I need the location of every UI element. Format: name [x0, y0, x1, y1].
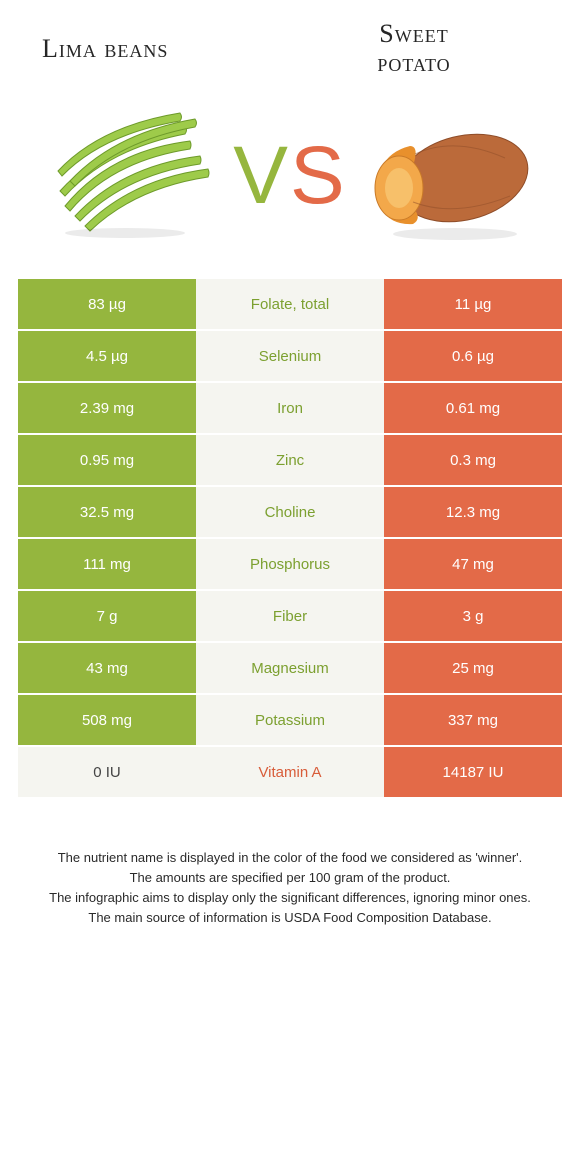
- vs-letter-s: S: [290, 130, 347, 221]
- nutrient-name-cell: Selenium: [196, 331, 384, 381]
- left-value-cell: 43 mg: [18, 643, 196, 693]
- left-value-cell: 7 g: [18, 591, 196, 641]
- infographic-page: Lima beans Sweet potato VS: [0, 0, 580, 959]
- nutrient-name-cell: Iron: [196, 383, 384, 433]
- left-value-cell: 0 IU: [18, 747, 196, 797]
- header: Lima beans Sweet potato: [18, 20, 562, 85]
- left-value-cell: 111 mg: [18, 539, 196, 589]
- right-value-cell: 25 mg: [384, 643, 562, 693]
- table-row: 43 mgMagnesium25 mg: [18, 643, 562, 695]
- right-value-cell: 0.3 mg: [384, 435, 562, 485]
- nutrient-table: 83 µgFolate, total11 µg4.5 µgSelenium0.6…: [18, 279, 562, 799]
- vs-row: VS: [18, 85, 562, 279]
- right-value-cell: 0.61 mg: [384, 383, 562, 433]
- right-title-line2: potato: [377, 48, 450, 77]
- table-row: 32.5 mgCholine12.3 mg: [18, 487, 562, 539]
- sweet-potato-icon: [355, 101, 535, 251]
- left-value-cell: 4.5 µg: [18, 331, 196, 381]
- footer-line-1: The nutrient name is displayed in the co…: [36, 849, 544, 868]
- table-row: 508 mgPotassium337 mg: [18, 695, 562, 747]
- nutrient-name-cell: Choline: [196, 487, 384, 537]
- table-row: 2.39 mgIron0.61 mg: [18, 383, 562, 435]
- right-value-cell: 3 g: [384, 591, 562, 641]
- nutrient-name-cell: Vitamin A: [196, 747, 384, 797]
- footer-line-2: The amounts are specified per 100 gram o…: [36, 869, 544, 888]
- nutrient-name-cell: Phosphorus: [196, 539, 384, 589]
- nutrient-name-cell: Folate, total: [196, 279, 384, 329]
- left-food-title: Lima beans: [42, 20, 290, 64]
- lima-beans-icon: [45, 101, 225, 251]
- vs-letter-v: V: [233, 130, 290, 221]
- table-row: 4.5 µgSelenium0.6 µg: [18, 331, 562, 383]
- footer-line-4: The main source of information is USDA F…: [36, 909, 544, 928]
- left-value-cell: 83 µg: [18, 279, 196, 329]
- right-value-cell: 12.3 mg: [384, 487, 562, 537]
- nutrient-name-cell: Potassium: [196, 695, 384, 745]
- table-row: 0.95 mgZinc0.3 mg: [18, 435, 562, 487]
- footer-line-3: The infographic aims to display only the…: [36, 889, 544, 908]
- vs-label: VS: [233, 135, 346, 217]
- nutrient-name-cell: Magnesium: [196, 643, 384, 693]
- table-row: 83 µgFolate, total11 µg: [18, 279, 562, 331]
- nutrient-name-cell: Zinc: [196, 435, 384, 485]
- right-value-cell: 0.6 µg: [384, 331, 562, 381]
- nutrient-name-cell: Fiber: [196, 591, 384, 641]
- table-row: 0 IUVitamin A14187 IU: [18, 747, 562, 799]
- left-value-cell: 508 mg: [18, 695, 196, 745]
- right-title-line1: Sweet: [379, 19, 448, 48]
- right-value-cell: 11 µg: [384, 279, 562, 329]
- left-value-cell: 2.39 mg: [18, 383, 196, 433]
- footer-notes: The nutrient name is displayed in the co…: [18, 799, 562, 927]
- table-row: 7 gFiber3 g: [18, 591, 562, 643]
- table-row: 111 mgPhosphorus47 mg: [18, 539, 562, 591]
- right-food-title: Sweet potato: [290, 20, 538, 77]
- right-value-cell: 14187 IU: [384, 747, 562, 797]
- right-value-cell: 337 mg: [384, 695, 562, 745]
- right-value-cell: 47 mg: [384, 539, 562, 589]
- left-value-cell: 32.5 mg: [18, 487, 196, 537]
- left-value-cell: 0.95 mg: [18, 435, 196, 485]
